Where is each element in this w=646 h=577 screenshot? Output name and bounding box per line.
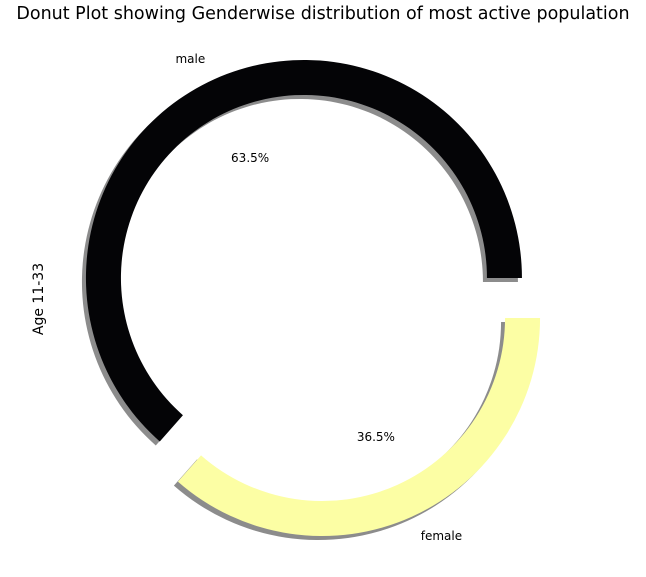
- percent-label-female: 36.5%: [357, 430, 395, 444]
- slice-labels: male 63.5% female 36.5%: [175, 52, 462, 543]
- slice-shadow-male: [81, 63, 518, 446]
- category-label-female: female: [421, 529, 462, 543]
- slice-female: [177, 318, 541, 537]
- donut-slices: [85, 59, 541, 537]
- percent-label-male: 63.5%: [231, 151, 269, 165]
- chart-title: Donut Plot showing Genderwise distributi…: [16, 4, 630, 24]
- slice-male: [85, 59, 522, 442]
- category-label-male: male: [175, 52, 205, 66]
